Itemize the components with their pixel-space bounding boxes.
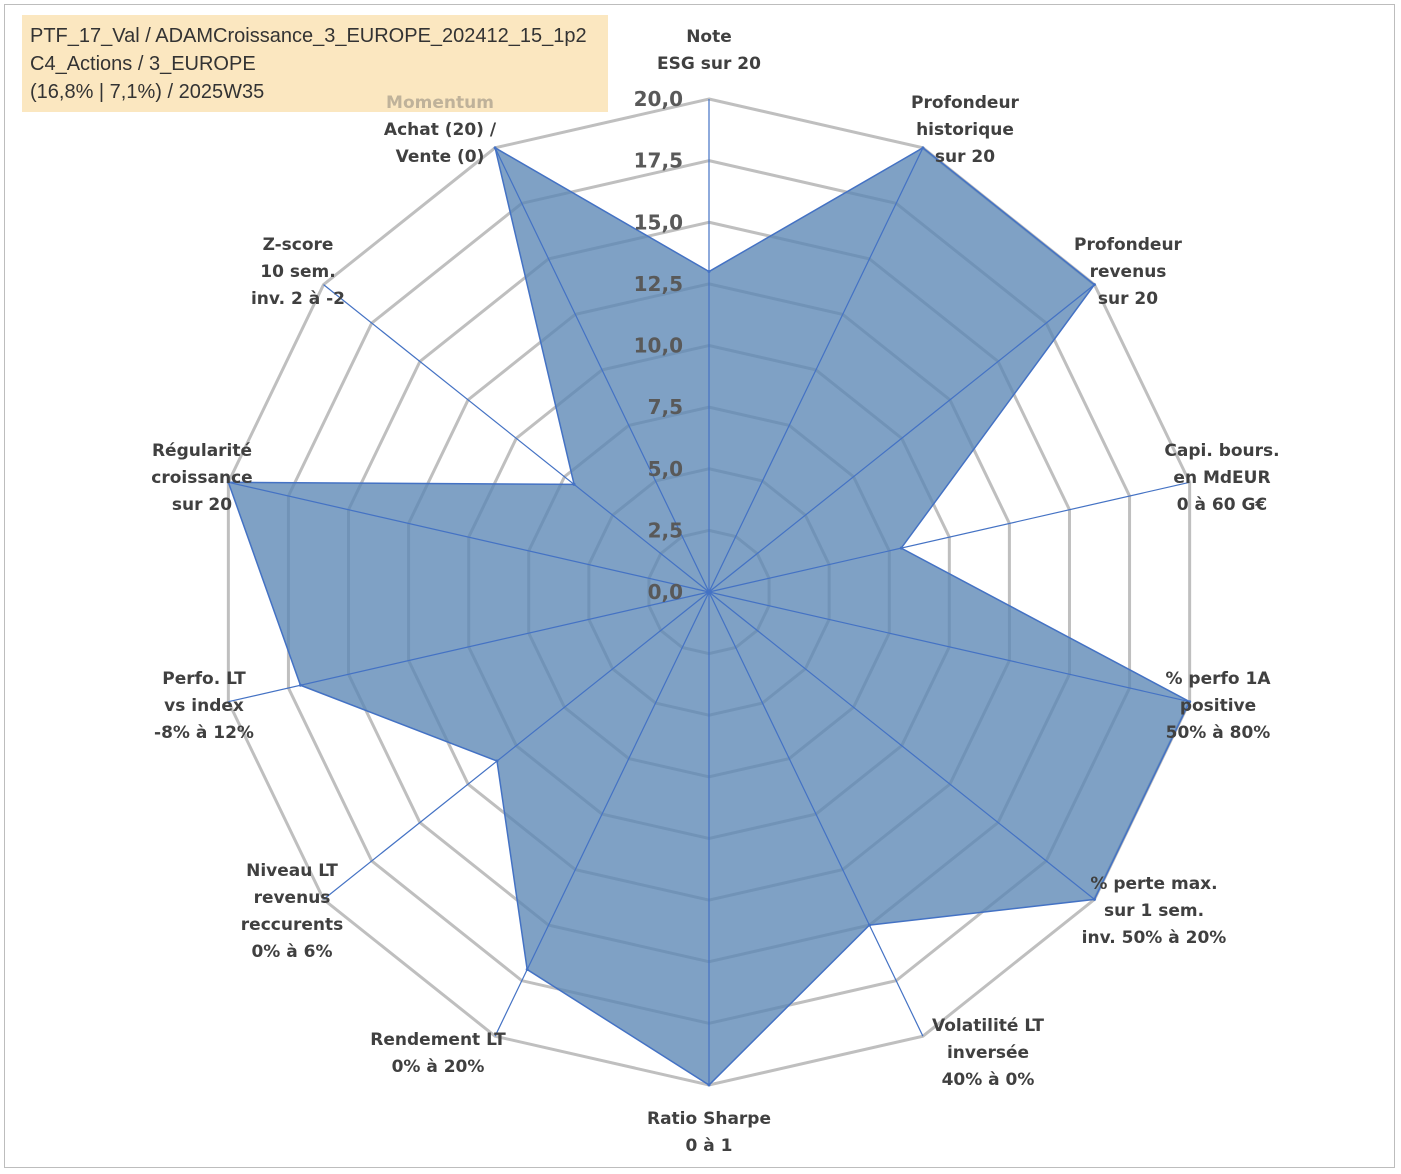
- spoke-12: [323, 284, 710, 593]
- header-line-2: C4_Actions / 3_EUROPE: [30, 53, 256, 75]
- axis-label-8: Rendement LT 0% à 20%: [370, 1030, 506, 1077]
- axis-label-5: % perte max. sur 1 sem. inv. 50% à 20%: [1082, 874, 1227, 948]
- spoke-13: [494, 147, 710, 593]
- spoke-3: [708, 481, 1190, 593]
- spoke-4: [708, 591, 1190, 703]
- spoke-8: [494, 591, 710, 1037]
- tick-label-8: 20,0: [634, 87, 683, 111]
- tick-label-4: 10,0: [634, 334, 683, 358]
- axis-label-line: 40% à 0%: [942, 1070, 1035, 1090]
- axis-label-line: positive: [1180, 696, 1256, 716]
- spoke-11: [228, 481, 710, 593]
- spoke-5: [708, 591, 1095, 900]
- tick-label-2: 5,0: [648, 457, 683, 481]
- axis-label-line: inv. 2 à -2: [251, 289, 345, 309]
- axis-label-7: Ratio Sharpe 0 à 1: [647, 1109, 771, 1156]
- axis-label-2: Profondeur revenus sur 20: [1074, 235, 1183, 309]
- axis-label-line: croissance: [151, 468, 252, 488]
- axis-label-line: en MdEUR: [1173, 468, 1270, 488]
- axis-label-line: % perte max.: [1090, 874, 1217, 894]
- axis-label-13: Momentum Achat (20) / Vente (0): [384, 93, 497, 167]
- axis-label-line: 50% à 80%: [1166, 723, 1271, 743]
- axis-label-line: 0 à 60 G€: [1177, 495, 1268, 515]
- axis-label-line: reccurents: [241, 915, 343, 935]
- axis-label-6: Volatilité LT inversée 40% à 0%: [932, 1016, 1044, 1090]
- axis-label-3: Capi. bours. en MdEUR 0 à 60 G€: [1164, 441, 1279, 515]
- tick-label-1: 2,5: [648, 518, 683, 542]
- tick-label-3: 7,5: [648, 395, 683, 419]
- tick-label-7: 17,5: [634, 149, 683, 173]
- axis-label-line: Capi. bours.: [1164, 441, 1279, 461]
- tick-label-5: 12,5: [634, 272, 683, 296]
- axis-label-9: Niveau LT revenus reccurents 0% à 6%: [241, 861, 343, 962]
- axis-label-line: Momentum: [386, 93, 494, 113]
- spoke-10: [228, 591, 710, 703]
- spoke-6: [708, 591, 924, 1037]
- axis-label-line: Rendement LT: [370, 1030, 506, 1050]
- spoke-layer: [228, 99, 1190, 1085]
- axis-label-0: Note ESG sur 20: [657, 27, 761, 74]
- axis-label-line: historique: [916, 120, 1014, 140]
- header-line-1: PTF_17_Val / ADAMCroissance_3_EUROPE_202…: [30, 25, 587, 47]
- axis-label-line: 0% à 6%: [251, 942, 332, 962]
- axis-label-line: Profondeur: [1074, 235, 1183, 255]
- axis-label-line: Perfo. LT: [162, 669, 246, 689]
- axis-label-line: sur 20: [172, 495, 232, 515]
- axis-label-line: Vente (0): [396, 147, 485, 167]
- axis-label-1: Profondeur historique sur 20: [911, 93, 1020, 167]
- header-box: PTF_17_Val / ADAMCroissance_3_EUROPE_202…: [22, 15, 608, 112]
- axis-label-line: Profondeur: [911, 93, 1020, 113]
- axis-label-line: inversée: [947, 1043, 1029, 1063]
- spoke-9: [323, 591, 710, 900]
- axis-label-line: ESG sur 20: [657, 54, 761, 74]
- axis-label-line: Achat (20) /: [384, 120, 497, 140]
- axis-label-11: Régularité croissance sur 20: [151, 441, 252, 515]
- label-layer: Note ESG sur 20 Profondeur historique sur 20…: [151, 27, 1279, 1156]
- axis-label-line: sur 1 sem.: [1104, 901, 1204, 921]
- tick-label-0: 0,0: [648, 580, 683, 604]
- axis-label-line: 0 à 1: [686, 1136, 733, 1156]
- axis-label-line: Régularité: [152, 441, 252, 461]
- axis-label-line: revenus: [1090, 262, 1167, 282]
- axis-label-line: Volatilité LT: [932, 1016, 1044, 1036]
- tick-label-6: 15,0: [634, 210, 683, 234]
- axis-label-line: 0% à 20%: [392, 1057, 485, 1077]
- axis-label-line: Z-score: [263, 235, 334, 255]
- spoke-2: [708, 284, 1095, 593]
- spoke-1: [708, 147, 924, 593]
- axis-label-line: vs index: [164, 696, 244, 716]
- axis-label-line: 10 sem.: [260, 262, 335, 282]
- axis-label-line: % perfo 1A: [1165, 669, 1271, 689]
- axis-label-line: -8% à 12%: [154, 723, 254, 743]
- axis-label-line: Note: [686, 27, 732, 47]
- axis-label-line: Ratio Sharpe: [647, 1109, 771, 1129]
- axis-label-10: Perfo. LT vs index -8% à 12%: [154, 669, 254, 743]
- axis-label-4: % perfo 1A positive 50% à 80%: [1165, 669, 1271, 743]
- axis-label-line: sur 20: [935, 147, 995, 167]
- tick-layer: 0,0 2,5 5,0 7,5 10,0 12,5 15,0 17,5 20,0: [634, 87, 683, 604]
- axis-label-line: inv. 50% à 20%: [1082, 928, 1227, 948]
- axis-label-12: Z-score 10 sem. inv. 2 à -2: [251, 235, 345, 309]
- header-line-3: (16,8% | 7,1%) / 2025W35: [30, 81, 265, 103]
- axis-label-line: Niveau LT: [246, 861, 338, 881]
- axis-label-line: revenus: [254, 888, 331, 908]
- axis-label-line: sur 20: [1098, 289, 1158, 309]
